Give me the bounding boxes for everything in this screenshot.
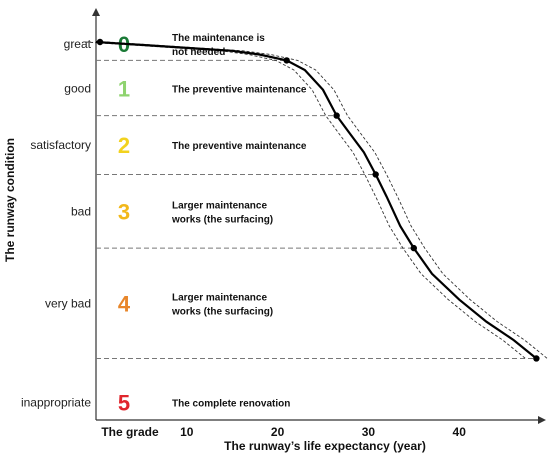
condition-boundaries	[96, 59, 537, 359]
grade-description: The preventive maintenance	[172, 84, 307, 95]
x-axis-arrow	[538, 416, 546, 424]
x-axis-title: The runway’s life expectancy (year)	[224, 439, 426, 453]
condition-label: satisfactory	[30, 138, 91, 152]
grade-number: 5	[118, 391, 130, 416]
x-tick-label: 20	[271, 425, 285, 439]
grade-description: Larger maintenance	[172, 200, 267, 211]
grade-description: works (the surfacing)	[171, 306, 273, 317]
x-tick-label: The grade	[101, 425, 159, 439]
grade-description: Larger maintenance	[172, 292, 267, 303]
data-point	[333, 112, 340, 119]
data-point	[372, 171, 379, 178]
grade-number: 1	[118, 76, 130, 101]
x-tick-label: 10	[180, 425, 194, 439]
y-axis-title: The runway condition	[3, 138, 17, 262]
condition-label: very bad	[45, 296, 91, 310]
data-point	[283, 57, 290, 64]
grade-description: works (the surfacing)	[171, 214, 273, 225]
condition-label: great	[64, 37, 92, 51]
deterioration-curve	[85, 38, 548, 362]
grade-description: not needed	[172, 47, 225, 58]
y-axis-arrow	[92, 8, 100, 16]
grade-number: 4	[118, 291, 131, 316]
grade-description: The preventive maintenance	[172, 141, 307, 152]
condition-label: good	[64, 81, 91, 95]
grade-description: The maintenance is	[172, 33, 265, 44]
condition-curve	[95, 40, 538, 360]
condition-label: bad	[71, 204, 91, 218]
x-axis-ticks: The grade 10 20 30 40	[101, 425, 466, 439]
x-tick-label: 40	[453, 425, 467, 439]
grade-description: The complete renovation	[172, 399, 290, 410]
grade-number: 3	[118, 199, 130, 224]
data-point	[533, 355, 540, 362]
condition-label: inappropriate	[21, 396, 91, 410]
grade-number: 2	[118, 133, 130, 158]
upper-bound-curve	[106, 41, 548, 359]
data-point	[96, 38, 104, 46]
data-point	[410, 244, 417, 252]
x-tick-label: 30	[362, 425, 376, 439]
